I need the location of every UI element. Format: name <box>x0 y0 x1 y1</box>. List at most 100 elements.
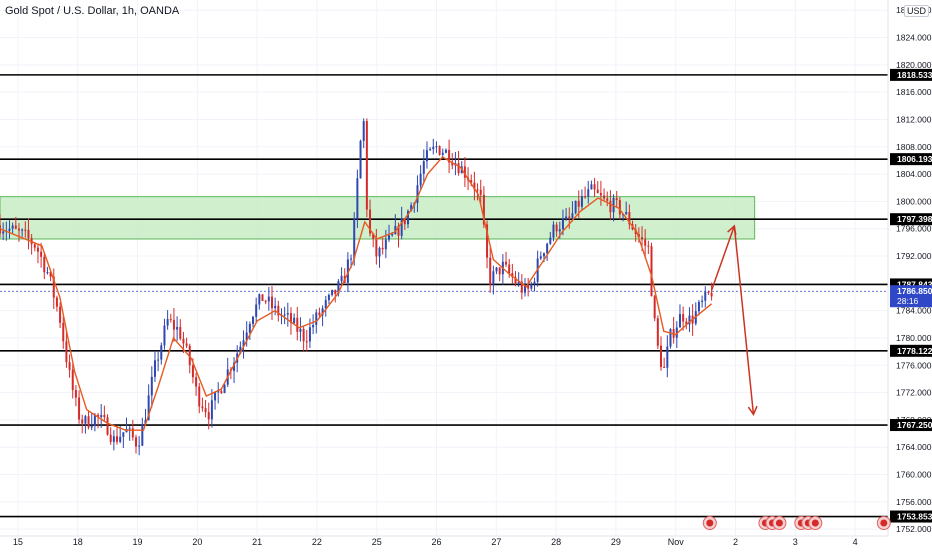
candle-body <box>327 294 330 301</box>
candle-body <box>444 149 447 153</box>
candle-body <box>432 146 435 150</box>
economic-events <box>702 516 891 530</box>
candle-body <box>286 313 289 315</box>
candle-body <box>296 317 299 332</box>
current-price-label-bg <box>890 285 932 308</box>
candle-body <box>685 321 688 325</box>
candle-body <box>457 163 460 174</box>
x-tick-label: 4 <box>853 537 858 547</box>
candle-body <box>252 316 255 324</box>
candle-body <box>40 251 43 257</box>
y-tick-label: 1792.000 <box>896 251 932 261</box>
candle-body <box>217 391 220 393</box>
projection-arrows <box>710 224 758 417</box>
candle-body <box>188 345 191 366</box>
y-tick-label: 1812.000 <box>896 114 932 124</box>
x-tick-label: 15 <box>13 537 23 547</box>
x-tick-label: 3 <box>793 537 798 547</box>
horizontal-levels <box>0 74 888 518</box>
candle-body <box>14 225 17 229</box>
candle-body <box>384 239 387 250</box>
candle-body <box>571 213 574 218</box>
candle-body <box>596 189 599 193</box>
candle-body <box>558 229 561 232</box>
candle-body <box>530 283 533 289</box>
candle-body <box>682 314 685 322</box>
candle-body <box>410 205 413 212</box>
candle-body <box>233 362 236 371</box>
candle-body <box>223 384 226 394</box>
candle-body <box>81 419 84 424</box>
candle-body <box>270 296 273 309</box>
candle-body <box>109 434 112 442</box>
candle-body <box>179 327 182 339</box>
level-label-bg <box>890 68 932 81</box>
currency-badge[interactable]: USD <box>904 5 930 17</box>
level-label-bg <box>890 153 932 166</box>
candle-body <box>274 305 277 309</box>
y-tick-label: 1752.000 <box>896 524 932 534</box>
candle-body <box>514 277 517 284</box>
candle-body <box>201 406 204 409</box>
candle-body <box>93 414 96 426</box>
candle-body <box>321 308 324 316</box>
candle-body <box>116 436 119 442</box>
candle-body <box>486 224 489 258</box>
candle-body <box>264 300 267 302</box>
candle-body <box>305 341 308 343</box>
candle-body <box>350 258 353 260</box>
candle-body <box>27 229 30 239</box>
candle-body <box>207 412 210 420</box>
candle-body <box>8 228 11 231</box>
x-tick-label: 20 <box>192 537 202 547</box>
y-tick-label: 1800.000 <box>896 196 932 206</box>
x-tick-label: Nov <box>668 537 685 547</box>
price-axis: 1752.0001756.0001760.0001764.0001768.000… <box>887 0 932 536</box>
candle-body <box>656 318 659 346</box>
candle-body <box>574 200 577 214</box>
candle-body <box>697 301 700 312</box>
candle-body <box>625 211 628 215</box>
y-tick-label: 1756.000 <box>896 497 932 507</box>
level-label: 1787.843 <box>897 279 932 289</box>
candle-body <box>52 276 55 298</box>
candle-body <box>362 121 365 141</box>
candle-body <box>492 271 495 285</box>
candle-body <box>90 425 93 428</box>
candle-body <box>324 300 327 309</box>
candle-body <box>239 346 242 354</box>
candle-body <box>710 292 713 297</box>
candle-body <box>508 264 511 274</box>
candle-body <box>277 305 280 316</box>
candle-body <box>641 237 644 240</box>
candle-body <box>220 391 223 394</box>
candle-body <box>381 247 384 250</box>
candle-body <box>523 285 526 293</box>
event-flag-dot <box>880 519 888 527</box>
candle-body <box>312 324 315 328</box>
x-tick-label: 27 <box>491 537 501 547</box>
candle-body <box>666 346 669 368</box>
candle-body <box>479 189 482 195</box>
candle-body <box>122 432 125 437</box>
candle-body <box>289 313 292 324</box>
x-tick-label: 18 <box>73 537 83 547</box>
candle-body <box>49 272 52 277</box>
candle-body <box>346 259 349 283</box>
level-label-bg <box>890 344 932 357</box>
candle-body <box>429 149 432 151</box>
candle-body <box>707 291 710 293</box>
candle-body <box>653 296 656 319</box>
candle-body <box>555 224 558 232</box>
candle-body <box>150 376 153 396</box>
candle-body <box>210 400 213 420</box>
candle-body <box>59 306 62 323</box>
candle-body <box>549 237 552 244</box>
candle-body <box>701 300 704 302</box>
arrow-head-up <box>727 224 737 236</box>
candle-body <box>584 196 587 198</box>
candle-body <box>416 185 419 204</box>
candle-body <box>185 343 188 346</box>
